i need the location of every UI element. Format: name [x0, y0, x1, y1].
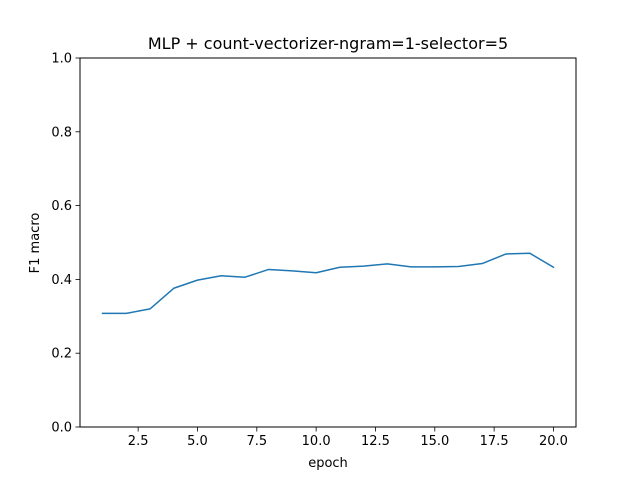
x-tick-label: 10.0 — [302, 434, 331, 449]
y-axis-label: F1 macro — [28, 213, 43, 274]
y-tick-label: 0.4 — [51, 273, 72, 288]
chart-title: MLP + count-vectorizer-ngram=1-selector=… — [148, 34, 508, 53]
y-tick-label: 0.2 — [51, 347, 72, 362]
x-tick-label: 15.0 — [420, 434, 449, 449]
axes-frame — [79, 57, 577, 428]
y-tick-label: 0.6 — [51, 199, 72, 214]
plot-area: 2.5 5.0 7.5 10.0 12.5 15.0 17.5 20.0 0.0 0.2 0.4 0.… — [51, 52, 577, 449]
y-tick-label: 1.0 — [51, 52, 72, 67]
x-tick-label: 12.5 — [361, 434, 390, 449]
x-tick-label: 2.5 — [128, 434, 149, 449]
y-tick-label: 0.0 — [51, 421, 72, 436]
y-tick-label: 0.8 — [51, 125, 72, 140]
x-tick-label: 7.5 — [246, 434, 267, 449]
series-line — [101, 252, 555, 315]
x-tick-label: 17.5 — [480, 434, 509, 449]
x-tick-label: 5.0 — [187, 434, 208, 449]
x-axis-label: epoch — [308, 456, 348, 471]
x-tick-label: 20.0 — [539, 434, 568, 449]
